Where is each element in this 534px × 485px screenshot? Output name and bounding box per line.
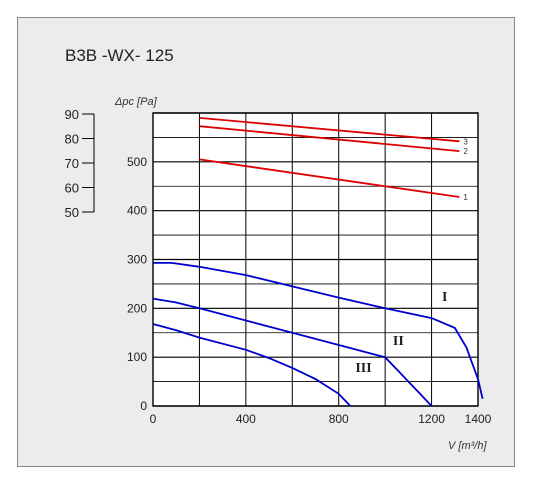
y-tick-label: 500 [127, 155, 147, 169]
y-tick-label: 400 [127, 204, 147, 218]
y-tick-label: 0 [140, 399, 147, 413]
series-label-ii: II [393, 334, 404, 349]
y-tick-label: 300 [127, 253, 147, 267]
y-axis-label: Δpc [Pa] [114, 96, 158, 108]
chart-svg: B3B -WX- 125 Δpc [Pa] V [m³/h] 90 80 70 60 5… [65, 46, 492, 452]
secondary-tick-label: 70 [65, 156, 79, 171]
secondary-tick-label: 80 [65, 132, 79, 147]
secondary-tick-label: 90 [65, 107, 79, 122]
secondary-tick-label: 50 [65, 205, 79, 220]
series-label-iii: III [355, 361, 371, 376]
series-line-iii [152, 323, 351, 407]
series-label-1: 1 [463, 193, 468, 202]
x-tick-label: 1200 [418, 412, 445, 426]
series-label-3: 3 [463, 137, 468, 146]
series-lines [152, 117, 484, 407]
secondary-scale: 90 80 70 60 50 [65, 107, 95, 220]
series-line-3 [199, 117, 460, 143]
y-tick-label: 200 [127, 301, 147, 315]
chart-title: B3B -WX- 125 [65, 46, 174, 65]
grid [152, 112, 479, 407]
series-label-i: I [442, 290, 447, 305]
secondary-tick-label: 60 [65, 181, 79, 196]
series-line-i [153, 262, 484, 399]
chart-panel: B3B -WX- 125 Δpc [Pa] V [m³/h] 90 80 70 60 5… [17, 17, 515, 467]
x-tick-label: 400 [236, 412, 256, 426]
series-line-2 [199, 125, 460, 152]
x-axis-label: V [m³/h] [448, 440, 487, 452]
y-tick-label: 100 [127, 350, 147, 364]
plot-frame [152, 112, 479, 407]
series-line-ii [152, 297, 433, 407]
x-tick-label: 0 [150, 412, 157, 426]
series-line-1 [199, 158, 460, 198]
tick-labels: 0 400 800 1200 1400 0 100 200 300 400 500 [127, 155, 492, 426]
x-tick-label: 800 [329, 412, 349, 426]
series-label-2: 2 [463, 147, 468, 156]
x-tick-label: 1400 [465, 412, 492, 426]
